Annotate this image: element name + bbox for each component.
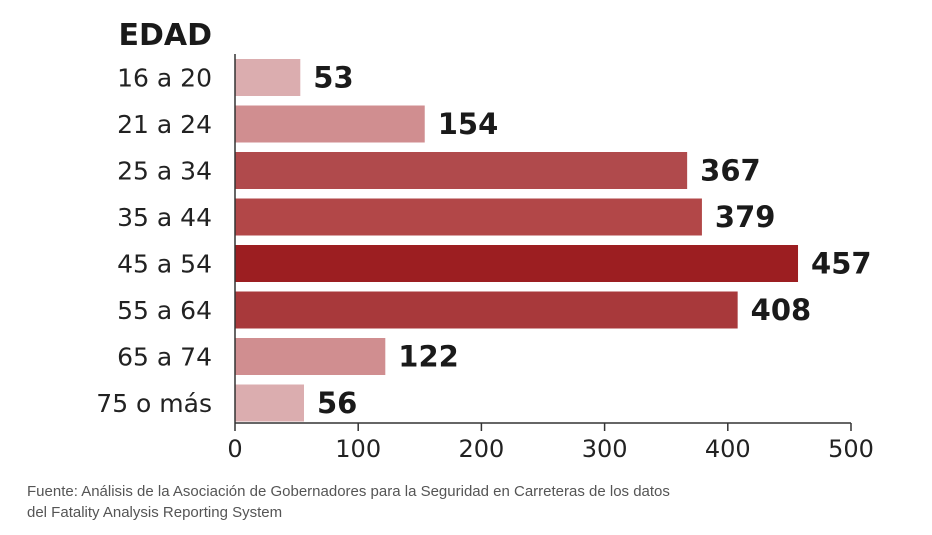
category-label: 45 a 54	[117, 250, 212, 279]
bar-4	[235, 198, 702, 236]
x-tick-label: 0	[227, 435, 242, 463]
value-label: 53	[313, 61, 353, 95]
x-tick-label: 400	[705, 435, 751, 463]
x-tick-label: 500	[828, 435, 874, 463]
x-tick-label: 300	[582, 435, 628, 463]
category-label: 16 a 20	[117, 64, 212, 93]
bar-1	[235, 59, 301, 96]
x-tick-label: 200	[458, 435, 504, 463]
bar-6	[235, 291, 738, 329]
x-tick-label: 100	[335, 435, 381, 463]
source-line-1: Fuente: Análisis de la Asociación de Gob…	[27, 483, 670, 500]
category-label: 55 a 64	[117, 296, 212, 325]
bar-8	[235, 384, 304, 422]
category-label: 35 a 44	[117, 203, 212, 232]
bar-3	[235, 152, 688, 189]
bars-group	[235, 59, 799, 422]
value-labels: 53 154 367 379 457 408 122 56	[313, 61, 871, 421]
source-note: Fuente: Análisis de la Asociación de Gob…	[27, 481, 787, 523]
value-label: 457	[811, 247, 872, 281]
source-line-2: del Fatality Analysis Reporting System	[27, 504, 283, 521]
value-label: 154	[438, 107, 499, 141]
category-label: 21 a 24	[117, 110, 212, 139]
axis-title: EDAD	[118, 18, 212, 53]
bar-7	[235, 338, 386, 375]
category-label: 65 a 74	[117, 343, 212, 372]
category-label: 25 a 34	[117, 157, 212, 186]
value-label: 379	[715, 200, 776, 234]
value-label: 56	[317, 386, 357, 420]
category-label: 75 o más	[96, 389, 212, 418]
x-axis-ticks: 0 100 200 300 400 500	[227, 423, 874, 463]
value-label: 408	[751, 293, 812, 327]
value-label: 122	[398, 340, 459, 374]
category-labels: 16 a 20 21 a 24 25 a 34 35 a 44 45 a 54 55 a …	[96, 64, 212, 419]
value-label: 367	[700, 154, 761, 188]
bar-2	[235, 105, 425, 143]
bar-chart: EDAD 16 a 20 21 a 24 25 a 34 35 a 44 45 a 54…	[96, 18, 874, 463]
bar-5	[235, 245, 799, 282]
